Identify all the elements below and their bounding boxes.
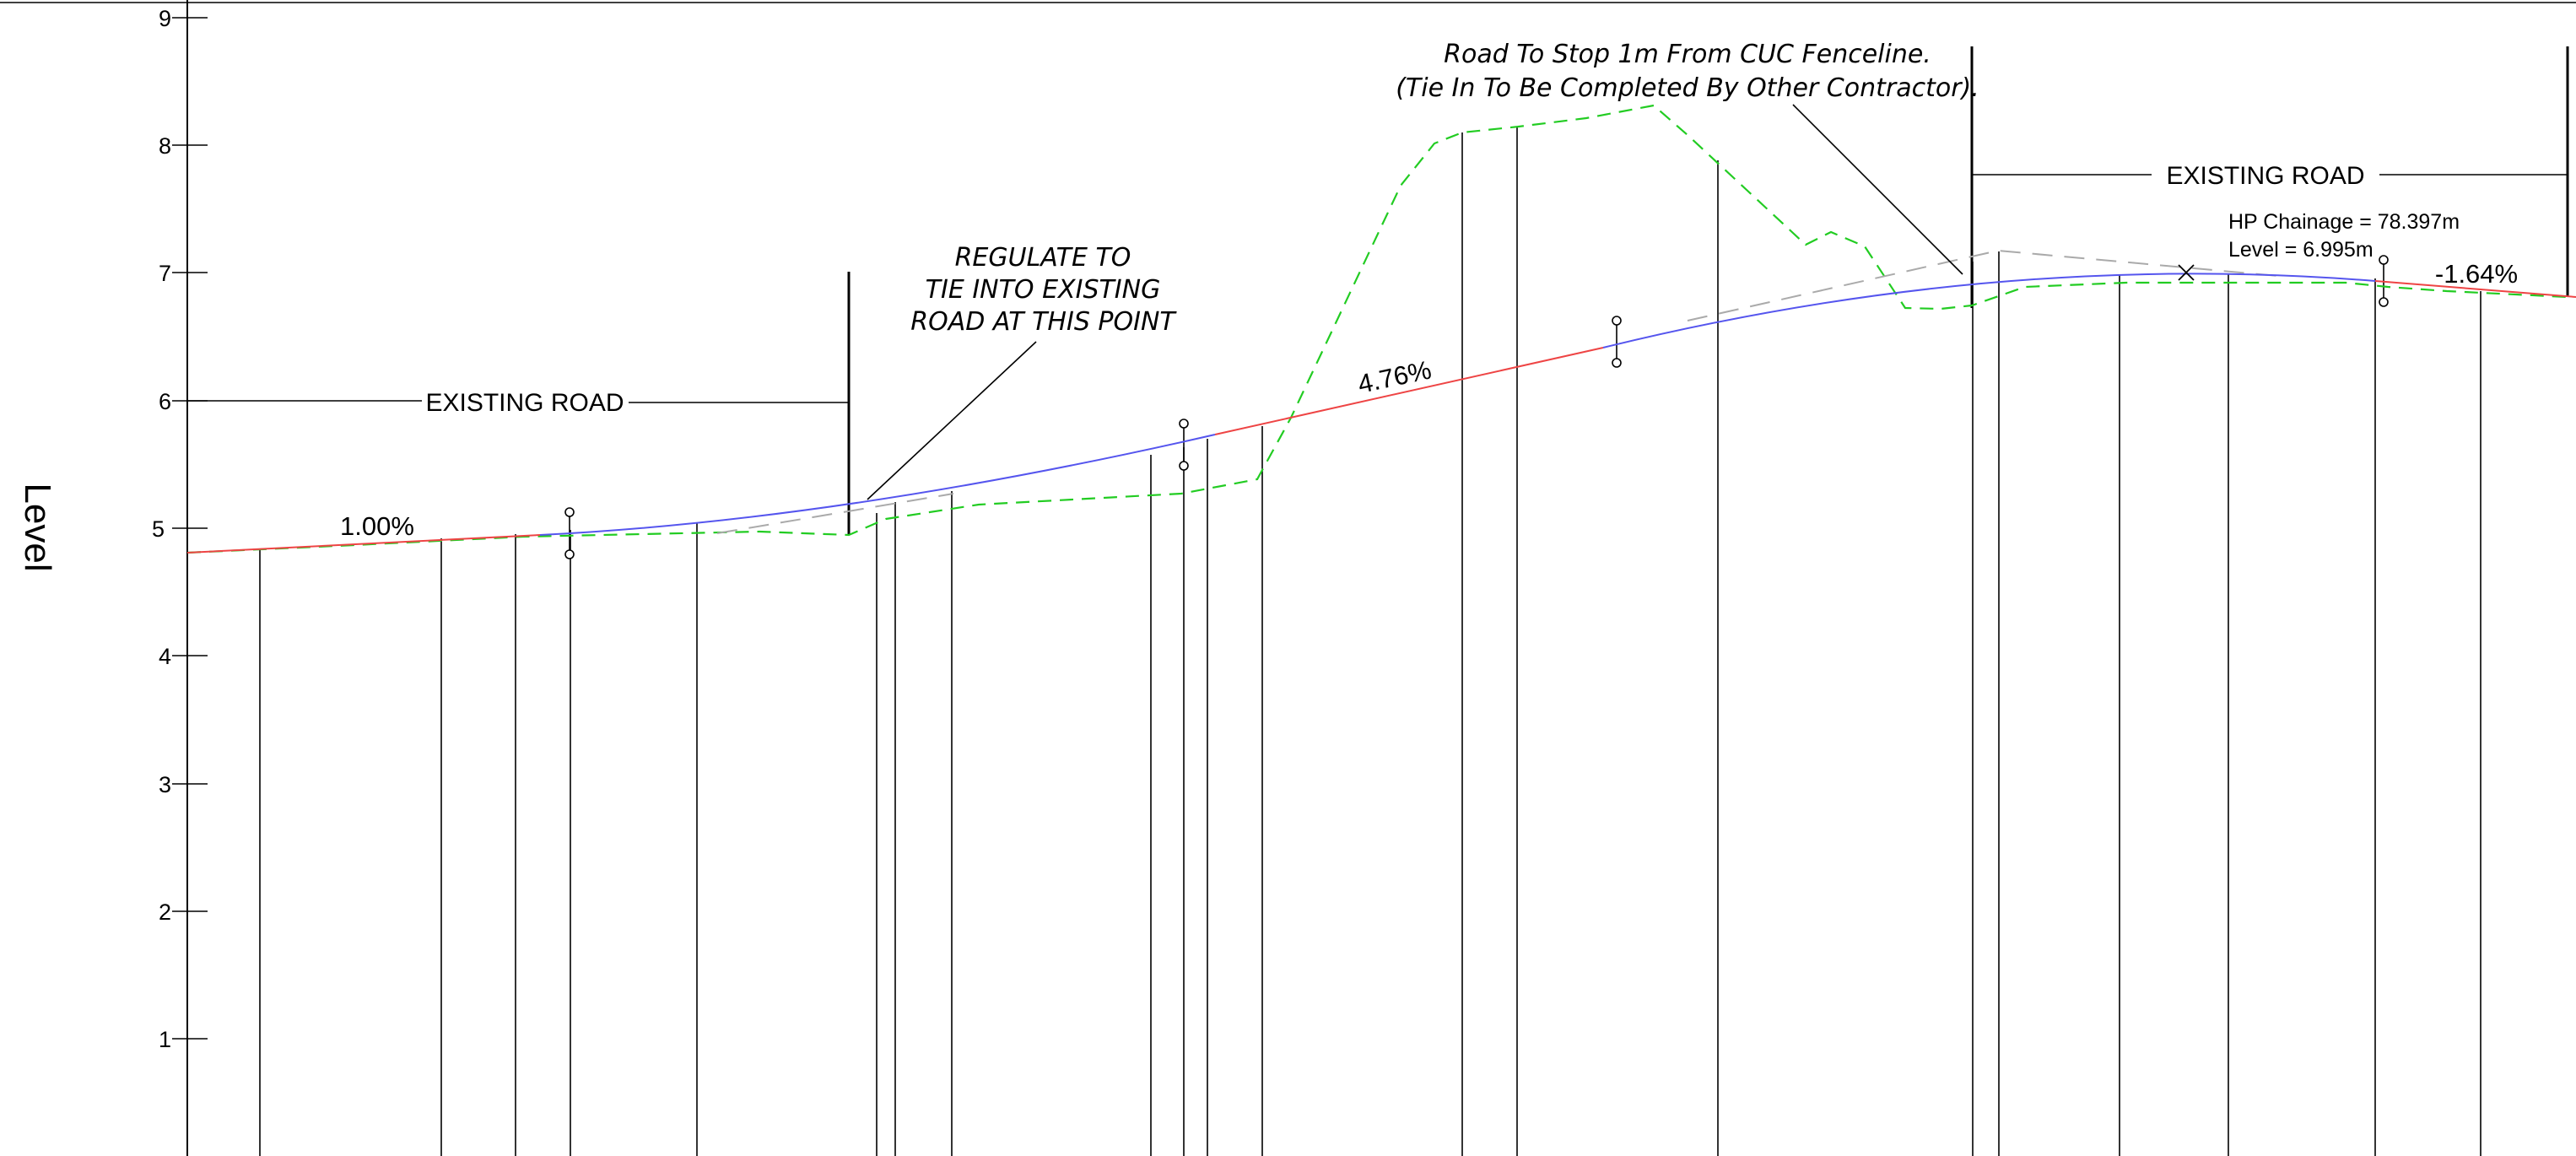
design-grade-mid [1214,347,1604,435]
hp-chainage-label: HP Chainage = 78.397m [2228,210,2460,234]
grade-label-left: 1.00% [340,511,414,541]
design-grade-left [186,534,541,554]
axis-tick-labels: 9 8 7 6 5 4 3 2 1 [152,6,171,1052]
tangent-extension-left [716,493,954,534]
tick-label-2: 2 [159,899,171,925]
stop-note-line-2: (Tie In To Be Completed By Other Contrac… [1396,73,1979,103]
chainage-lines [259,127,2481,1156]
tick-label-4: 4 [159,644,171,669]
tick-label-1: 1 [159,1027,171,1052]
stop-note-line-1: Road To Stop 1m From CUC Fenceline. [1444,40,1931,69]
tick-label-7: 7 [159,261,171,286]
tick-label-8: 8 [159,133,171,159]
regulate-note-line-2: TIE INTO EXISTING [926,275,1161,305]
pipe-markers [564,255,2389,559]
tick-label-9: 9 [159,6,171,31]
grade-label-mid: 4.76% [1355,354,1434,399]
tangent-extension-right [1687,249,2279,321]
axis-ticks [172,17,208,1040]
vertical-curve-crest [1602,273,2376,348]
vertical-curve-sag [539,434,1216,536]
hp-level-label: Level = 6.995m [2228,238,2373,262]
design-grade-right [2374,280,2576,298]
regulate-note: REGULATE TO TIE INTO EXISTING ROAD AT TH… [910,243,1177,337]
regulate-note-line-3: ROAD AT THIS POINT [910,307,1177,337]
tick-label-3: 3 [159,772,171,797]
existing-ground-line [186,104,2568,554]
regulate-note-leader [867,341,1037,500]
existing-road-left-label: EXISTING ROAD [425,389,624,417]
tick-label-5: 5 [152,516,165,542]
grade-label-right: -1.64% [2435,259,2518,289]
existing-road-right-label: EXISTING ROAD [2166,162,2364,190]
stop-note: Road To Stop 1m From CUC Fenceline. (Tie… [1396,40,1979,103]
tick-label-6: 6 [159,389,171,414]
high-point-cross [2178,264,2195,281]
axis-title: Level [17,483,58,571]
regulate-note-line-1: REGULATE TO [955,243,1131,273]
stop-note-leader [1792,104,1963,275]
